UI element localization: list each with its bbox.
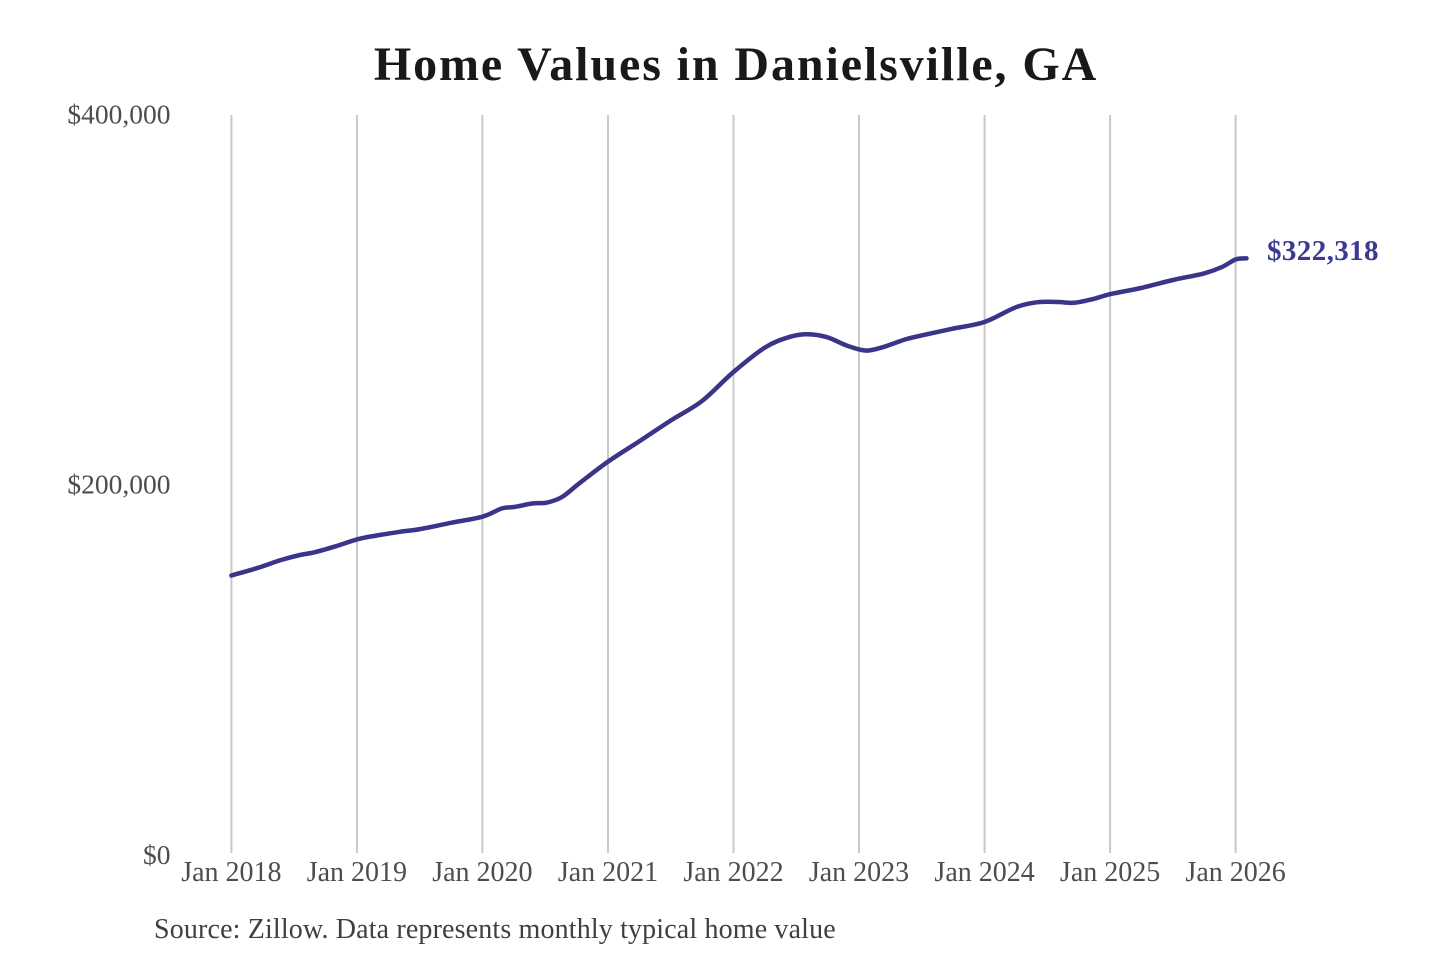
svg-text:Jan 2023: Jan 2023 bbox=[809, 857, 909, 888]
svg-text:Jan 2019: Jan 2019 bbox=[307, 857, 407, 888]
svg-text:$322,318: $322,318 bbox=[1267, 235, 1379, 267]
svg-text:Jan 2018: Jan 2018 bbox=[181, 857, 281, 888]
svg-text:Source: Zillow. Data represent: Source: Zillow. Data represents monthly … bbox=[154, 914, 836, 945]
svg-text:Home Values in Danielsville, G: Home Values in Danielsville, GA bbox=[374, 38, 1098, 91]
svg-text:$0: $0 bbox=[143, 839, 171, 870]
svg-text:Jan 2026: Jan 2026 bbox=[1185, 857, 1285, 888]
svg-text:Jan 2024: Jan 2024 bbox=[934, 857, 1034, 888]
svg-text:$200,000: $200,000 bbox=[67, 469, 170, 500]
svg-text:$400,000: $400,000 bbox=[67, 99, 170, 130]
svg-text:Jan 2025: Jan 2025 bbox=[1060, 857, 1160, 888]
svg-text:Jan 2021: Jan 2021 bbox=[558, 857, 658, 888]
svg-text:Jan 2022: Jan 2022 bbox=[683, 857, 783, 888]
svg-text:Jan 2020: Jan 2020 bbox=[432, 857, 532, 888]
